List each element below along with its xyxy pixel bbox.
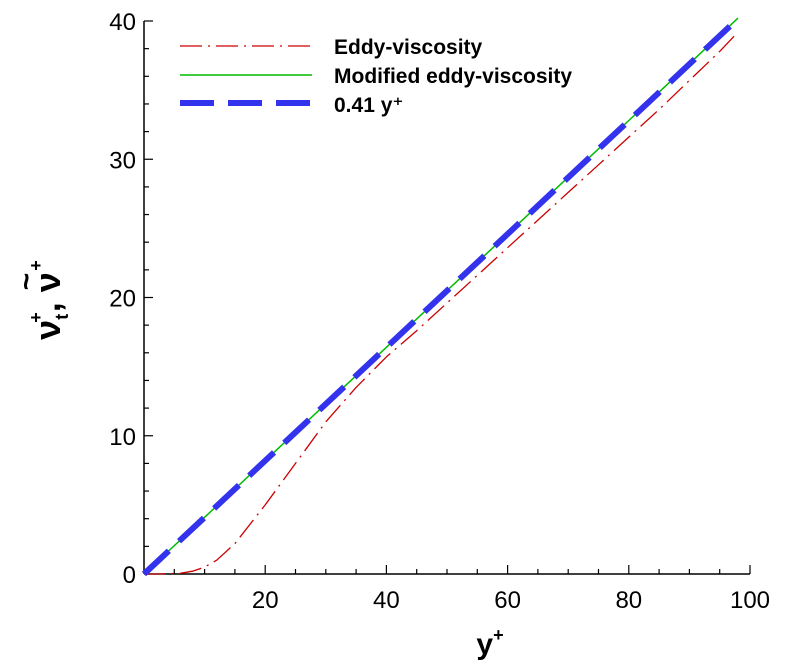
x-tick-label: 40 [373, 587, 400, 614]
y-tick-label: 30 [109, 147, 136, 174]
x-axis-title: y+ [476, 625, 503, 661]
axis-tick-labels: 20 40 60 80 100 0 10 20 30 40 [109, 9, 770, 614]
x-tick-label: 100 [730, 587, 770, 614]
x-tick-label: 80 [615, 587, 642, 614]
series-041-y-plus [141, 18, 738, 577]
y-axis-title: νt+, ν~+ [10, 260, 72, 340]
y-axis-title-sup-2: + [26, 260, 46, 271]
legend-label-041-y-plus: 0.41 y⁺ [334, 94, 403, 117]
y-tick-label: 40 [109, 9, 136, 36]
x-tick-label: 20 [252, 587, 279, 614]
x-axis-title-base: y [476, 628, 493, 661]
legend-label-eddy-viscosity: Eddy-viscosity [334, 36, 483, 59]
y-axis-title-nu-tilde: ν [27, 272, 68, 292]
y-axis-title-nu-t: ν [27, 320, 68, 340]
x-tick-label: 60 [494, 587, 521, 614]
y-axis-title-separator: , [27, 292, 68, 312]
y-axis-title-sup: + [26, 312, 46, 323]
y-tick-label: 10 [109, 424, 136, 451]
svg-text:νt+, ν~+: νt+, ν~+ [10, 260, 72, 340]
y-tick-label: 0 [123, 562, 136, 589]
axis-ticks [144, 20, 751, 574]
svg-text:y+: y+ [476, 625, 503, 661]
y-axis-title-tilde: ~ [10, 273, 43, 291]
legend-label-modified-eddy-viscosity: Modified eddy-viscosity [334, 65, 572, 88]
y-axis-title-sub: t [52, 314, 72, 320]
data-series [141, 17, 739, 577]
y-tick-label: 20 [109, 286, 136, 313]
x-axis-title-sup: + [493, 625, 504, 645]
series-modified-eddy-viscosity [143, 17, 739, 575]
series-eddy-viscosity [143, 31, 739, 575]
legend: Eddy-viscosity Modified eddy-viscosity 0… [180, 36, 572, 117]
